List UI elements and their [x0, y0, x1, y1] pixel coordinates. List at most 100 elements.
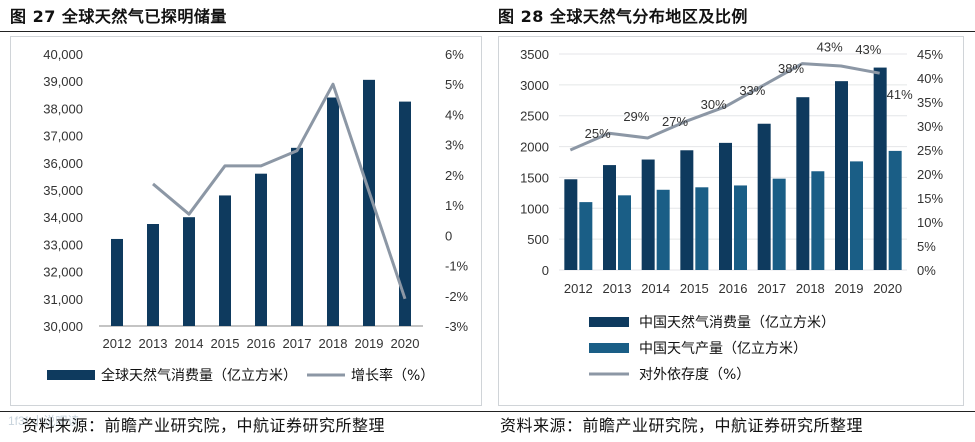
right-axis-tick-label: 15%: [917, 191, 943, 206]
left-source-note: 资料来源：前瞻产业研究院，中航证券研究所整理: [22, 416, 386, 435]
left-axis-tick-label: 500: [527, 232, 549, 247]
left-axis-tick-label: 32,000: [43, 265, 83, 280]
legend-production-label: 中国天气产量（亿立方米）: [639, 341, 807, 357]
left-axis-tick-label: 33,000: [43, 237, 83, 252]
growth-rate-line: [152, 82, 407, 300]
china-production-bar: [695, 187, 709, 270]
consumption-bar: [219, 195, 231, 326]
dependency-line: [569, 62, 880, 152]
x-tick-label: 2013: [139, 336, 168, 351]
china-production-bar: [888, 150, 902, 270]
china-consumption-bar: [641, 159, 655, 270]
x-tick-label: 2016: [719, 281, 748, 296]
china-production-bar: [618, 195, 631, 270]
left-axis-tick-label: 3500: [520, 47, 549, 62]
china-consumption-bar: [873, 67, 887, 270]
legend-dependency-label: 对外依存度（%）: [639, 367, 750, 383]
left-axis-tick-label: 34,000: [43, 210, 83, 225]
china-consumption-bar: [564, 179, 578, 270]
dependency-data-label: 38%: [778, 61, 804, 76]
right-axis-tick-label: -2%: [445, 289, 469, 304]
right-axis-tick-label: 5%: [445, 77, 464, 92]
right-axis-tick-label: 10%: [917, 215, 943, 230]
right-axis-tick-label: 3%: [445, 138, 464, 153]
consumption-bar: [291, 147, 303, 326]
x-tick-label: 2015: [211, 336, 240, 351]
x-tick-label: 2020: [873, 281, 902, 296]
x-tick-label: 2012: [103, 336, 132, 351]
right-axis-tick-label: -1%: [445, 259, 469, 274]
top-divider: [0, 31, 975, 32]
consumption-bar: [183, 217, 195, 326]
x-tick-label: 2016: [247, 336, 276, 351]
right-axis-tick-label: 5%: [917, 239, 936, 254]
right-chart-panel: 0 500 1000 1500 2000 2500 3000 3500 0% 5% 10% 15% 20…: [498, 36, 964, 406]
x-tick-label: 2012: [564, 281, 593, 296]
right-axis-tick-label: 0: [445, 228, 452, 243]
consumption-bar: [147, 224, 159, 326]
right-axis-tick-label: 40%: [917, 71, 943, 86]
left-axis-tick-label: 37,000: [43, 129, 83, 144]
left-axis-tick-label: 38,000: [43, 101, 83, 116]
china-production-bar: [579, 202, 593, 270]
dependency-data-label: 29%: [623, 109, 649, 124]
right-source-note: 资料来源：前瞻产业研究院，中航证券研究所整理: [500, 416, 864, 435]
china-consumption-bar: [757, 123, 771, 270]
left-axis-tick-label: 35,000: [43, 183, 83, 198]
right-axis-tick-label: -3%: [445, 319, 469, 334]
legend-bar-swatch: [47, 370, 95, 380]
consumption-bar: [327, 97, 339, 326]
legend-production-swatch: [589, 343, 629, 353]
left-axis-tick-label: 1500: [520, 170, 549, 185]
left-axis-tick-label: 2500: [520, 109, 549, 124]
china-production-bar: [772, 178, 786, 270]
right-chart: 0 500 1000 1500 2000 2500 3000 3500 0% 5% 10% 15% 20…: [520, 40, 943, 383]
china-consumption-bar: [680, 150, 694, 270]
right-figure-title: 图 28 全球天然气分布地区及比例: [498, 7, 748, 26]
x-tick-label: 2017: [283, 336, 312, 351]
left-axis-tick-label: 0: [542, 263, 549, 278]
left-chart: 30,000 31,000 32,000 33,000 34,000 35,000 36,0…: [43, 47, 469, 384]
left-axis-tick-label: 39,000: [43, 74, 83, 89]
x-tick-label: 2019: [355, 336, 384, 351]
china-consumption-bar: [719, 142, 732, 270]
china-consumption-bar: [835, 81, 848, 270]
dependency-data-label: 41%: [887, 87, 913, 102]
right-axis-tick-label: 45%: [917, 47, 943, 62]
dependency-data-label: 30%: [701, 97, 727, 112]
x-tick-label: 2019: [835, 281, 864, 296]
x-tick-label: 2018: [796, 281, 825, 296]
legend-consumption-label: 全球天然气消费量（亿立方米）: [101, 367, 297, 384]
dependency-data-label: 27%: [662, 114, 688, 129]
right-axis-tick-label: 1%: [445, 198, 464, 213]
right-axis-tick-label: 25%: [917, 143, 943, 158]
china-production-bar: [811, 171, 825, 270]
x-tick-label: 2013: [603, 281, 632, 296]
right-axis-tick-label: 20%: [917, 167, 943, 182]
x-tick-label: 2018: [319, 336, 348, 351]
consumption-bar: [399, 101, 411, 326]
dependency-data-label: 43%: [817, 40, 843, 55]
consumption-bar: [111, 238, 123, 326]
x-tick-label: 2014: [641, 281, 670, 296]
legend-consumption-label: 中国天然气消费量（亿立方米）: [639, 314, 835, 331]
consumption-bar: [255, 173, 267, 326]
legend-growth-label: 增长率（%）: [351, 367, 434, 384]
china-production-bar: [850, 161, 863, 270]
right-axis-tick-label: 30%: [917, 119, 943, 134]
china-consumption-bar: [603, 165, 616, 270]
left-axis-tick-label: 31,000: [43, 292, 83, 307]
x-tick-label: 2014: [175, 336, 204, 351]
left-axis-tick-label: 1000: [520, 201, 549, 216]
left-axis-tick-label: 2000: [520, 140, 549, 155]
bottom-divider: [0, 411, 975, 412]
left-axis-tick-label: 3000: [520, 78, 549, 93]
right-axis-tick-label: 0%: [917, 263, 936, 278]
left-chart-panel: 30,000 31,000 32,000 33,000 34,000 35,000 36,0…: [10, 36, 482, 406]
right-axis-tick-label: 35%: [917, 95, 943, 110]
x-tick-label: 2015: [680, 281, 709, 296]
right-axis-tick-label: 2%: [445, 168, 464, 183]
left-figure-title: 图 27 全球天然气已探明储量: [10, 7, 227, 26]
left-axis-tick-label: 40,000: [43, 47, 83, 62]
right-axis-tick-label: 6%: [445, 47, 464, 62]
